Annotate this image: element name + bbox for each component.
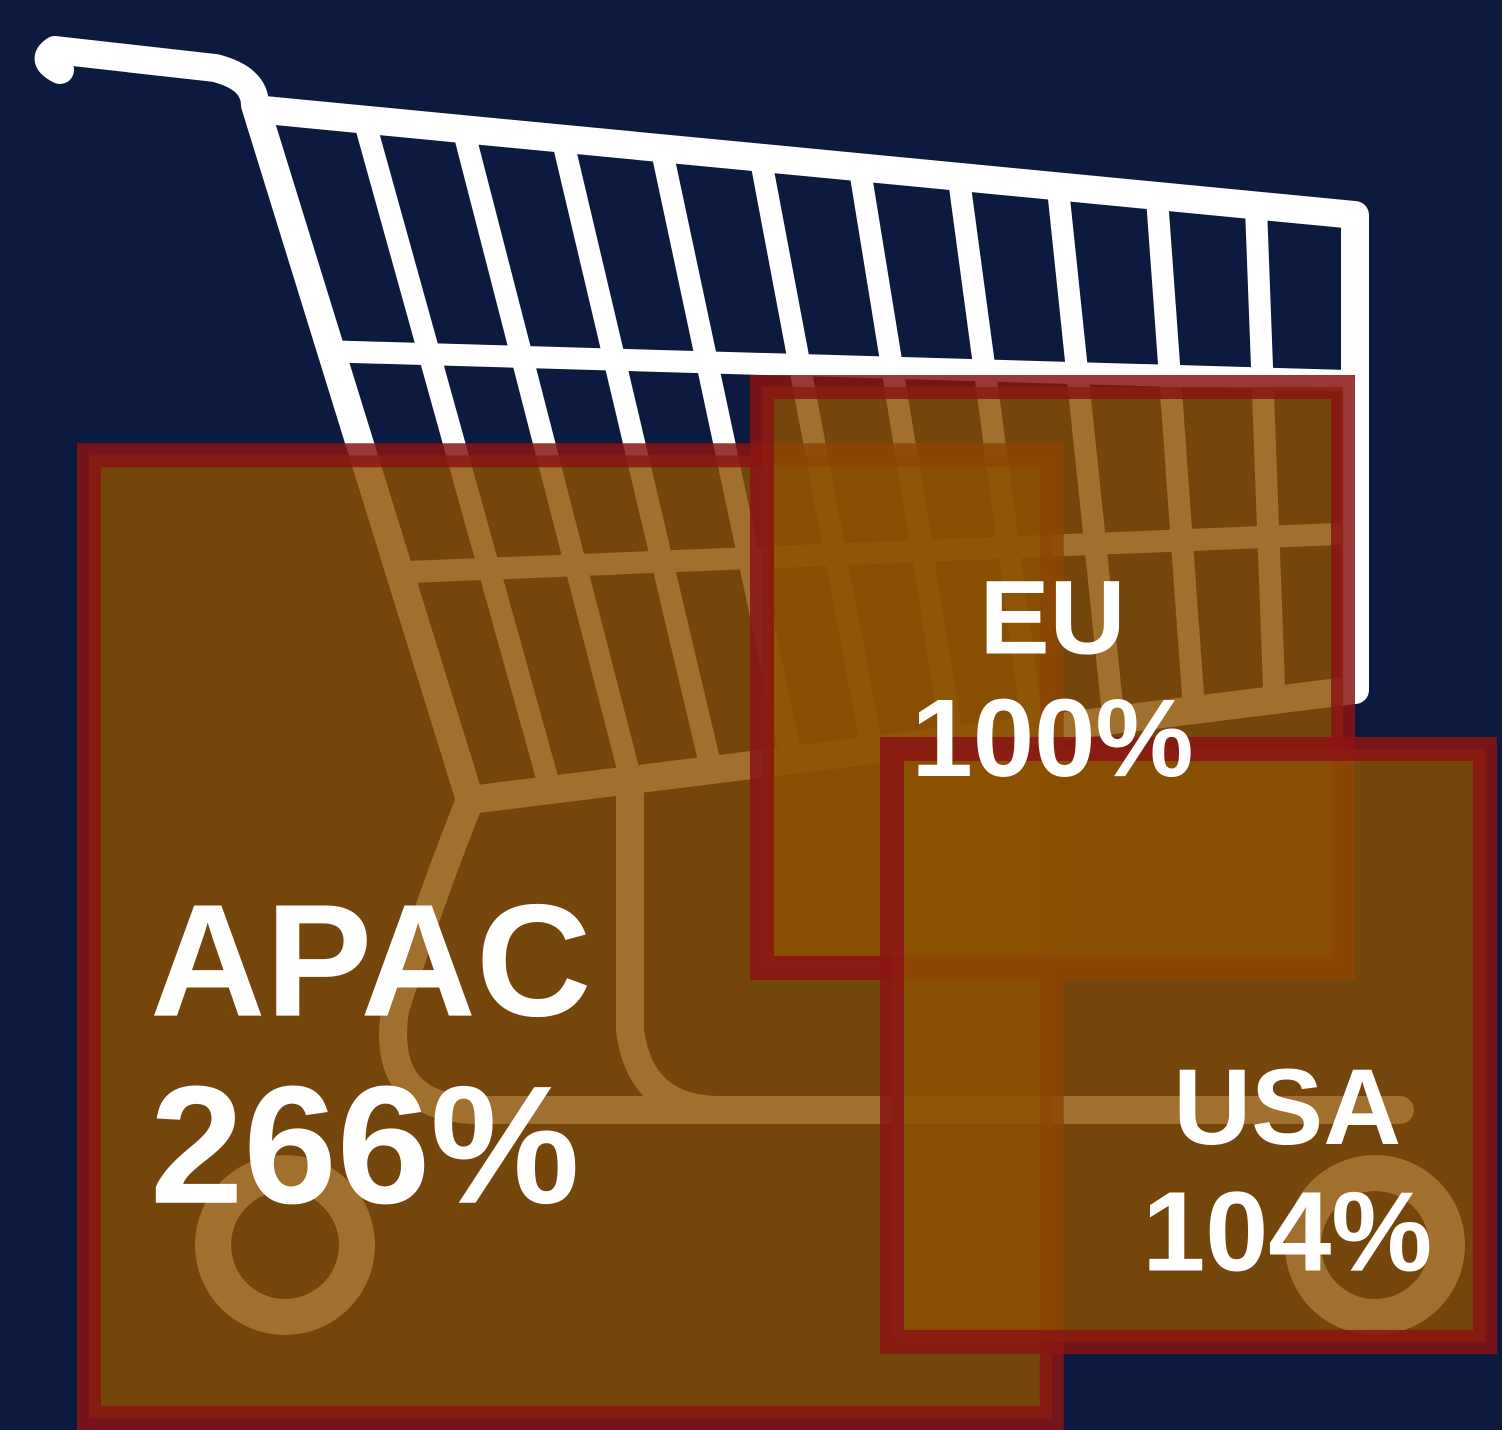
value-label: 104% <box>1142 1169 1432 1296</box>
value-label: 266% <box>150 1051 580 1239</box>
region-label: EU <box>980 559 1126 676</box>
cart-handle <box>34 36 484 814</box>
value-label: 100% <box>912 677 1194 800</box>
region-label: APAC <box>150 871 591 1050</box>
region-label: USA <box>1173 1046 1401 1167</box>
region-square <box>880 737 1497 1354</box>
